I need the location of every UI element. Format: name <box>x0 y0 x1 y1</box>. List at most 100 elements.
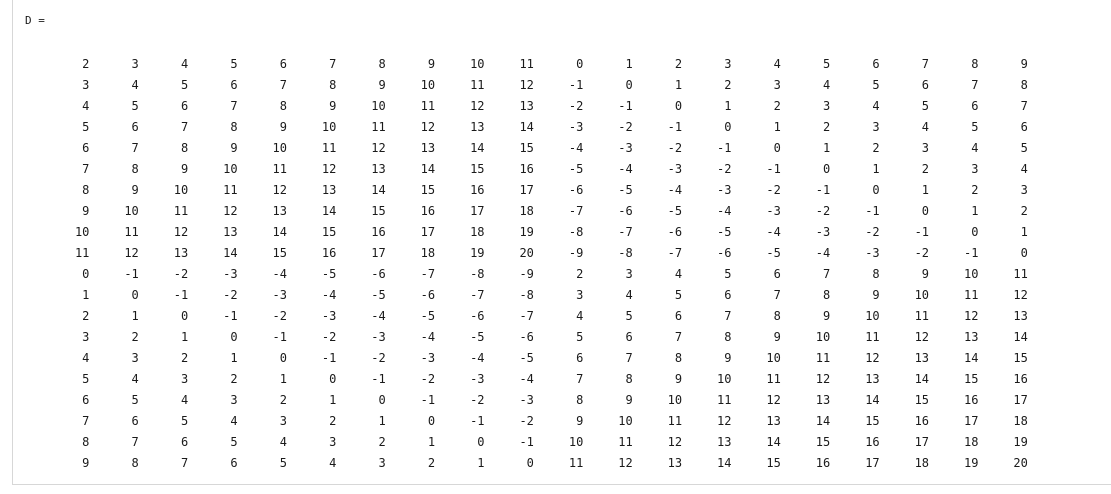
matrix-cell: -1 <box>865 204 880 218</box>
matrix-cell: 15 <box>519 141 534 155</box>
matrix-cell: 2 <box>378 435 386 449</box>
matrix-cell: 15 <box>272 246 287 260</box>
matrix-row: 4 3 2 1 0 -1 -2 -3 -4 -5 6 7 8 9 10 11 12 13 14 15 <box>40 348 1028 369</box>
matrix-cell: 8 <box>131 456 139 470</box>
matrix-cell: 9 <box>279 120 287 134</box>
matrix-cell: -3 <box>321 309 337 323</box>
matrix-cell: 8 <box>230 120 238 134</box>
matrix-cell: -4 <box>470 351 485 365</box>
matrix-cell: 20 <box>1013 456 1028 470</box>
matrix-cell: -1 <box>618 99 633 113</box>
matrix-cell: 11 <box>568 456 584 470</box>
matrix-cell: 3 <box>625 267 633 281</box>
matrix-cell: 5 <box>131 393 139 407</box>
matrix-cell: -3 <box>223 267 238 281</box>
matrix-cell: 3 <box>576 288 584 302</box>
matrix-cell: -2 <box>420 372 436 386</box>
matrix-cell: -6 <box>470 309 485 323</box>
matrix-cell: -8 <box>568 225 584 239</box>
matrix-cell: -5 <box>321 267 337 281</box>
matrix-cell: 16 <box>865 435 880 449</box>
matrix-row: 3 2 1 0 -1 -2 -3 -4 -5 -6 5 6 7 8 9 10 11 12 13 14 <box>40 327 1028 348</box>
matrix-cell: 4 <box>82 351 90 365</box>
matrix-cell: 7 <box>576 372 584 386</box>
matrix-cell: 10 <box>865 309 880 323</box>
matrix-row: 2 1 0 -1 -2 -3 -4 -5 -6 -7 4 5 6 7 8 9 10 11 12 13 <box>40 306 1028 327</box>
matrix-cell: 13 <box>963 330 979 344</box>
matrix-cell: 7 <box>773 288 781 302</box>
matrix-row: 5 4 3 2 1 0 -1 -2 -3 -4 7 8 9 10 11 12 13 14 15 16 <box>40 369 1028 390</box>
matrix-cell: 14 <box>815 414 831 428</box>
matrix-cell: 10 <box>568 435 584 449</box>
matrix-cell: 6 <box>131 414 139 428</box>
matrix-cell: 0 <box>526 456 534 470</box>
matrix-cell: 9 <box>329 99 337 113</box>
matrix-cell: 19 <box>470 246 485 260</box>
matrix-cell: 10 <box>124 204 139 218</box>
matrix-cell: 7 <box>82 162 90 176</box>
matrix-cell: 8 <box>773 309 781 323</box>
matrix-cell: -4 <box>519 372 534 386</box>
matrix-cell: 11 <box>223 183 238 197</box>
matrix-cell: -2 <box>815 204 831 218</box>
matrix-cell: 8 <box>1020 78 1028 92</box>
matrix-cell: 6 <box>724 288 732 302</box>
matrix-cell: 2 <box>329 414 337 428</box>
matrix-cell: 1 <box>1020 225 1028 239</box>
matrix-cell: 3 <box>378 456 386 470</box>
matrix-cell: 10 <box>815 330 831 344</box>
matrix-cell: -5 <box>420 309 436 323</box>
matrix-cell: -5 <box>470 330 485 344</box>
matrix-cell: 6 <box>131 120 139 134</box>
matrix-cell: 3 <box>724 57 732 71</box>
matrix-cell: 12 <box>321 162 337 176</box>
matrix-cell: 9 <box>1020 57 1028 71</box>
matrix-cell: 16 <box>914 414 930 428</box>
matrix-cell: 15 <box>865 414 880 428</box>
matrix-cell: 8 <box>625 372 633 386</box>
matrix-cell: 0 <box>773 141 781 155</box>
matrix-cell: 7 <box>823 267 831 281</box>
matrix-row: 5 6 7 8 9 10 11 12 13 14 -3 -2 -1 0 1 2 3 4 5 6 <box>40 117 1028 138</box>
matrix-cell: -3 <box>667 162 683 176</box>
matrix-cell: -2 <box>914 246 930 260</box>
matrix-cell: -2 <box>272 309 287 323</box>
matrix-cell: 17 <box>519 183 534 197</box>
matrix-cell: 13 <box>470 120 485 134</box>
matrix-cell: -1 <box>766 162 781 176</box>
matrix-row: 9 8 7 6 5 4 3 2 1 0 11 12 13 14 15 16 17 18 19 20 <box>40 453 1028 474</box>
matrix-cell: -3 <box>618 141 633 155</box>
matrix-cell: 7 <box>1020 99 1028 113</box>
matrix-cell: 17 <box>963 414 979 428</box>
matrix-cell: 0 <box>82 267 90 281</box>
matrix-cell: 4 <box>82 99 90 113</box>
matrix-cell: -4 <box>766 225 781 239</box>
matrix-cell: 0 <box>625 78 633 92</box>
matrix-cell: 2 <box>82 57 90 71</box>
matrix-cell: 3 <box>1020 183 1028 197</box>
matrix-cell: 3 <box>971 162 979 176</box>
matrix-cell: 14 <box>371 183 386 197</box>
matrix-cell: 3 <box>180 372 189 386</box>
matrix-cell: 1 <box>477 456 485 470</box>
matrix-cell: 7 <box>131 435 139 449</box>
matrix-cell: 13 <box>1013 309 1028 323</box>
matrix-row: 8 7 6 5 4 3 2 1 0 -1 10 11 12 13 14 15 16 17 18 19 <box>40 432 1028 453</box>
matrix-cell: 2 <box>872 141 880 155</box>
matrix-cell: 2 <box>131 330 139 344</box>
matrix-cell: 0 <box>279 351 287 365</box>
matrix-cell: 4 <box>625 288 633 302</box>
matrix-cell: 2 <box>773 99 781 113</box>
matrix-cell: 5 <box>823 57 831 71</box>
matrix-cell: 10 <box>914 288 930 302</box>
matrix-cell: 5 <box>180 414 189 428</box>
matrix-cell: 9 <box>921 267 930 281</box>
matrix-cell: -3 <box>568 120 584 134</box>
matrix-cell: 6 <box>576 351 584 365</box>
matrix-cell: 6 <box>279 57 287 71</box>
matrix-cell: -2 <box>173 267 189 281</box>
matrix-cell: 12 <box>519 78 534 92</box>
matrix-cell: -1 <box>321 351 337 365</box>
matrix-cell: 7 <box>724 309 732 323</box>
matrix-cell: 8 <box>279 99 287 113</box>
